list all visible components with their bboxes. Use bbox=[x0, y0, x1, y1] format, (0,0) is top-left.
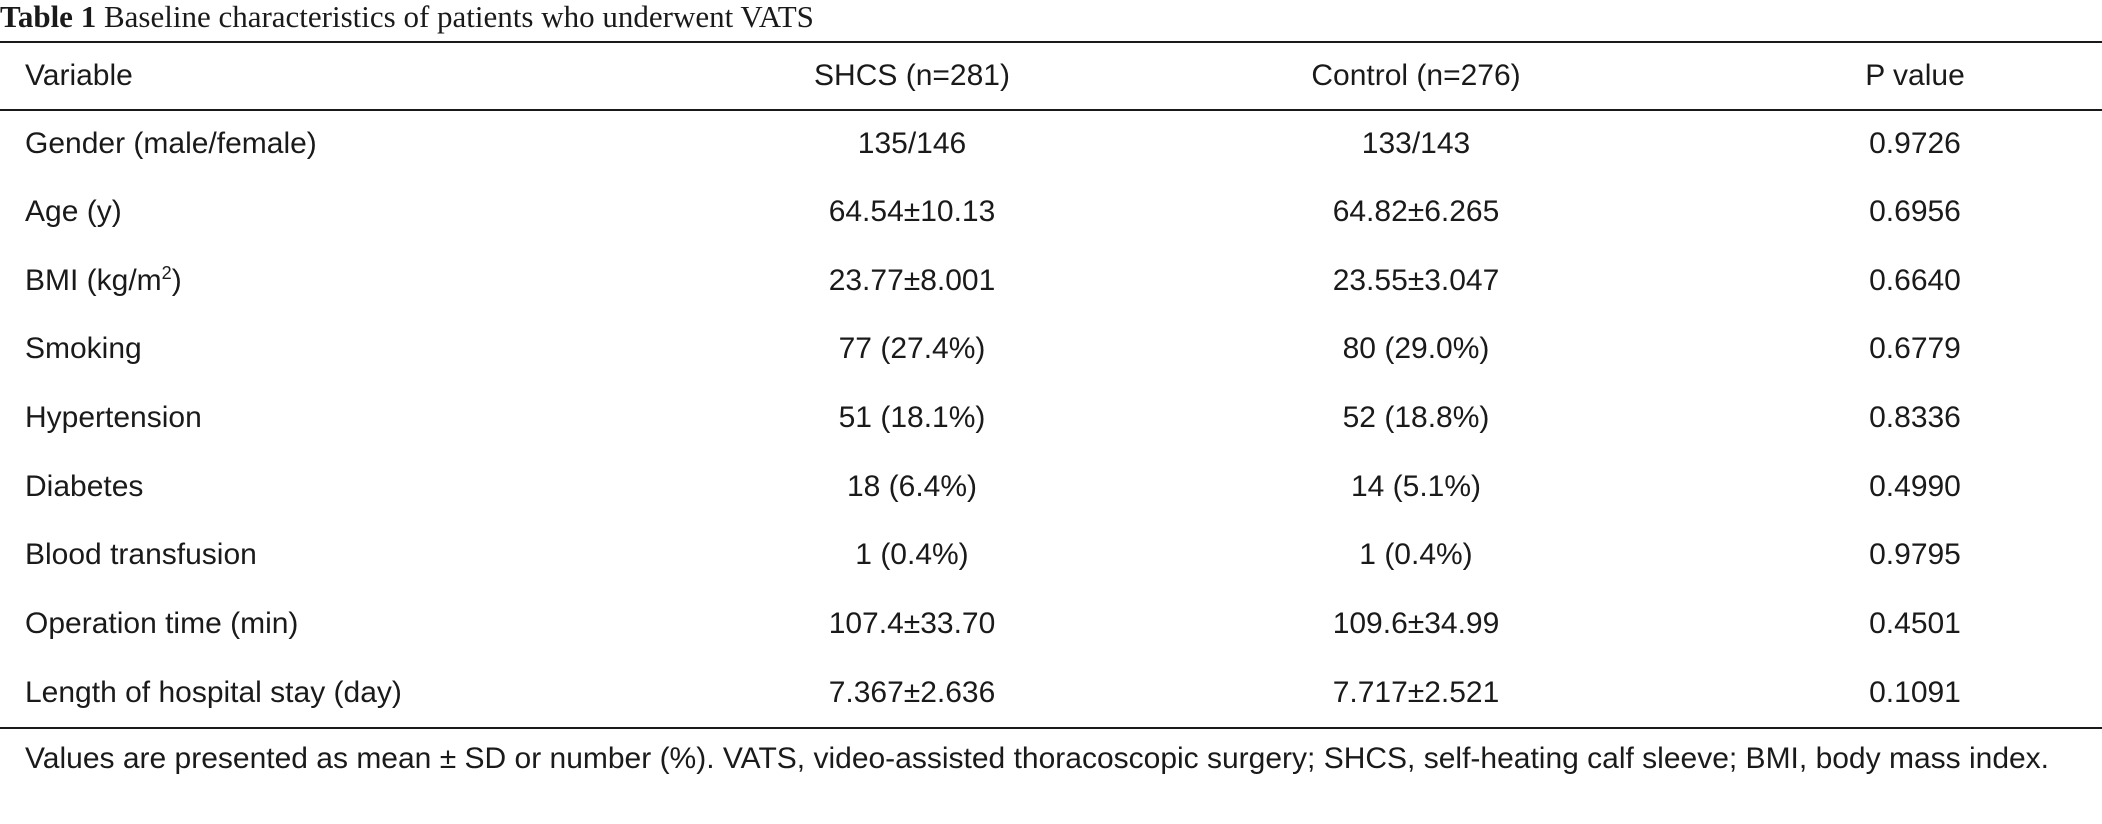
table-header-row: Variable SHCS (n=281) Control (n=276) P … bbox=[0, 43, 2102, 109]
cell-control: 14 (5.1%) bbox=[1350, 469, 1482, 503]
table-footnote: Values are presented as mean ± SD or num… bbox=[25, 742, 2050, 775]
table-row: Diabetes 18 (6.4%) 14 (5.1%) 0.4990 bbox=[0, 452, 2102, 521]
cell-variable: Age (y) bbox=[25, 195, 122, 229]
cell-control: 133/143 bbox=[1361, 127, 1471, 161]
baseline-characteristics-table: Variable SHCS (n=281) Control (n=276) P … bbox=[0, 43, 2102, 727]
header-p-value: P value bbox=[1865, 59, 1965, 92]
cell-p-value: 0.9795 bbox=[1869, 538, 1961, 572]
cell-variable: Gender (male/female) bbox=[25, 127, 317, 161]
cell-variable: Length of hospital stay (day) bbox=[25, 675, 402, 709]
table-row: Operation time (min) 107.4±33.70 109.6±3… bbox=[0, 590, 2102, 659]
header-control: Control (n=276) bbox=[1311, 59, 1521, 92]
top-rule bbox=[0, 41, 2102, 43]
table-row: Hypertension 51 (18.1%) 52 (18.8%) 0.833… bbox=[0, 384, 2102, 453]
cell-shcs: 7.367±2.636 bbox=[828, 675, 996, 709]
cell-variable: Diabetes bbox=[25, 469, 144, 503]
cell-variable-superscript: 2 bbox=[161, 262, 172, 283]
cell-control: 80 (29.0%) bbox=[1342, 332, 1490, 366]
header-variable: Variable bbox=[25, 59, 133, 92]
cell-p-value: 0.1091 bbox=[1869, 675, 1961, 709]
cell-shcs: 51 (18.1%) bbox=[838, 401, 986, 435]
cell-shcs: 77 (27.4%) bbox=[838, 332, 986, 366]
cell-control: 64.82±6.265 bbox=[1332, 195, 1500, 229]
cell-p-value: 0.9726 bbox=[1869, 127, 1961, 161]
cell-p-value: 0.6640 bbox=[1869, 263, 1961, 297]
table-caption-title: Baseline characteristics of patients who… bbox=[103, 0, 814, 34]
cell-shcs: 135/146 bbox=[857, 127, 967, 161]
cell-variable: Hypertension bbox=[25, 401, 202, 435]
cell-p-value: 0.4501 bbox=[1869, 607, 1961, 641]
cell-p-value: 0.8336 bbox=[1869, 401, 1961, 435]
cell-shcs: 1 (0.4%) bbox=[855, 538, 969, 572]
cell-variable-text: BMI (kg/m bbox=[25, 263, 162, 297]
table-row: Length of hospital stay (day) 7.367±2.63… bbox=[0, 659, 2102, 728]
cell-shcs: 64.54±10.13 bbox=[828, 195, 996, 229]
cell-shcs: 107.4±33.70 bbox=[828, 607, 996, 641]
cell-variable: Blood transfusion bbox=[25, 538, 257, 572]
header-rule bbox=[0, 109, 2102, 111]
cell-variable: Operation time (min) bbox=[25, 607, 299, 641]
table-caption-label: Table 1 bbox=[0, 0, 97, 34]
cell-p-value: 0.6779 bbox=[1869, 332, 1961, 366]
header-shcs: SHCS (n=281) bbox=[814, 59, 1010, 92]
table-row: Age (y) 64.54±10.13 64.82±6.265 0.6956 bbox=[0, 178, 2102, 247]
cell-variable: BMI (kg/m2) bbox=[0, 246, 720, 315]
cell-control: 1 (0.4%) bbox=[1359, 538, 1473, 572]
cell-variable: Smoking bbox=[25, 332, 142, 366]
table-row: Smoking 77 (27.4%) 80 (29.0%) 0.6779 bbox=[0, 315, 2102, 384]
cell-control: 23.55±3.047 bbox=[1332, 263, 1500, 297]
cell-control: 109.6±34.99 bbox=[1332, 607, 1500, 641]
bottom-rule bbox=[0, 727, 2102, 729]
cell-shcs: 23.77±8.001 bbox=[828, 263, 996, 297]
cell-control: 52 (18.8%) bbox=[1342, 401, 1490, 435]
table-row: BMI (kg/m2) 23.77±8.001 23.55±3.047 0.66… bbox=[0, 246, 2102, 315]
cell-variable-suffix: ) bbox=[171, 263, 182, 297]
cell-p-value: 0.6956 bbox=[1869, 195, 1961, 229]
table-caption: Table 1 Baseline characteristics of pati… bbox=[0, 0, 814, 40]
cell-shcs: 18 (6.4%) bbox=[846, 469, 978, 503]
cell-control: 7.717±2.521 bbox=[1332, 675, 1500, 709]
table-row: Gender (male/female) 135/146 133/143 0.9… bbox=[0, 109, 2102, 178]
cell-p-value: 0.4990 bbox=[1869, 469, 1961, 503]
table-row: Blood transfusion 1 (0.4%) 1 (0.4%) 0.97… bbox=[0, 521, 2102, 590]
